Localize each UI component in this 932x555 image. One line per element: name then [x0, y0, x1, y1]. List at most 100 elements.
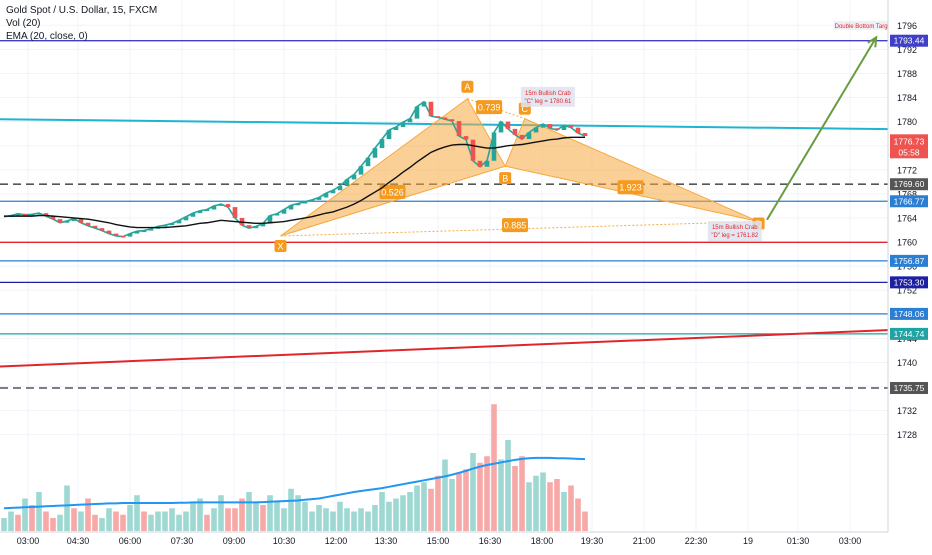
- point-label-text-x: X: [277, 242, 283, 252]
- candle-body: [435, 116, 441, 118]
- volume-indicator-label[interactable]: Vol (20): [6, 18, 41, 29]
- volume-bar: [162, 511, 168, 531]
- volume-bar: [302, 501, 308, 531]
- candle-body: [547, 124, 553, 129]
- volume-bar: [190, 501, 196, 531]
- level-price-tag-text: 1748.06: [894, 309, 925, 319]
- target-arrow-line: [766, 36, 878, 221]
- candle-body: [519, 134, 525, 140]
- volume-bar: [218, 495, 224, 531]
- candle-body: [505, 121, 511, 129]
- level-price-tag: [890, 195, 928, 208]
- price-tick-label: 1764: [897, 213, 917, 223]
- candle-body: [57, 219, 63, 223]
- pattern-xb-line: [280, 165, 506, 237]
- candle-body: [288, 205, 294, 210]
- volume-bar: [554, 479, 560, 531]
- chart-legend[interactable]: Gold Spot / U.S. Dollar, 15, FXCM Vol (2…: [6, 4, 157, 43]
- price-axis-bg: [888, 0, 932, 550]
- candle-body: [43, 213, 49, 217]
- volume-bar: [204, 514, 210, 531]
- pattern-note-box: [520, 86, 575, 107]
- volume-bar: [316, 505, 322, 531]
- volume-bar: [71, 508, 77, 531]
- volume-bar: [435, 475, 441, 531]
- volume-bar: [148, 514, 154, 531]
- candle-body: [274, 213, 280, 216]
- price-tick-label: 1768: [897, 189, 917, 199]
- time-tick-label: 04:30: [67, 536, 90, 546]
- time-tick-label: 09:00: [223, 536, 246, 546]
- red-trendline: [0, 327, 922, 368]
- volume-bar: [421, 482, 427, 531]
- candle-body: [141, 230, 147, 233]
- level-price-tag-text: 1744.74: [894, 329, 925, 339]
- price-tick-label: 1792: [897, 45, 917, 55]
- pattern-note-text: "C" leg = 1780.61: [525, 99, 572, 105]
- volume-bar: [400, 495, 406, 531]
- candle-body: [134, 231, 140, 234]
- ema-indicator-label[interactable]: EMA (20, close, 0): [6, 31, 88, 42]
- volume-bar: [442, 459, 448, 531]
- candle-body: [358, 166, 364, 175]
- time-tick-label: 03:00: [17, 536, 40, 546]
- candle-body: [484, 160, 490, 167]
- candle-body: [540, 124, 546, 128]
- volume-bar: [547, 482, 553, 531]
- last-price-tag: [890, 134, 928, 159]
- point-label-a: [461, 80, 474, 93]
- grid: [0, 0, 888, 532]
- price-tick-label: 1796: [897, 21, 917, 31]
- candle-body: [330, 190, 336, 194]
- target-arrow[interactable]: Double Bottom Target: [766, 20, 894, 221]
- volume-bar: [477, 462, 483, 531]
- symbol-title[interactable]: Gold Spot / U.S. Dollar, 15, FXCM: [6, 5, 158, 16]
- time-tick-label: 03:00: [839, 536, 862, 546]
- candle-body: [113, 233, 119, 236]
- candle-body: [295, 203, 301, 206]
- volume-bar: [540, 472, 546, 531]
- volume-bar: [22, 498, 28, 531]
- volume-bar: [78, 511, 84, 531]
- candle-body: [309, 199, 315, 202]
- candle-body: [232, 207, 238, 218]
- volume-bar: [127, 505, 133, 531]
- pattern-xab-triangle: [280, 98, 506, 237]
- point-label-text-c: C: [522, 104, 529, 114]
- ratio-label: [476, 100, 503, 115]
- candle-body: [498, 121, 504, 133]
- volume-bar: [120, 514, 126, 531]
- volume-bar: [8, 511, 14, 531]
- point-label-text-b: B: [502, 174, 508, 184]
- volume-bar: [323, 508, 329, 531]
- ratio-label-text: 0.526: [381, 188, 404, 198]
- volume-bar: [92, 514, 98, 531]
- candle-body: [351, 174, 357, 180]
- volume-bar: [239, 498, 245, 531]
- candle-body: [491, 132, 497, 161]
- candle-body: [176, 220, 182, 224]
- candle-body: [36, 213, 42, 215]
- pattern-note-box: [707, 221, 762, 242]
- candle-body: [393, 127, 399, 131]
- level-price-tag: [890, 276, 928, 289]
- candle-body: [64, 220, 70, 223]
- last-price-countdown: 05:58: [898, 147, 920, 157]
- pattern-note-text: "D" leg = 1761.82: [711, 233, 758, 239]
- volume-bar: [1, 518, 7, 531]
- volume-bar: [113, 511, 119, 531]
- level-price-tag: [890, 254, 928, 267]
- volume-bar: [491, 404, 497, 531]
- candle-body: [99, 228, 105, 231]
- price-tick-label: 1780: [897, 117, 917, 127]
- candle-body: [197, 210, 203, 214]
- price-tick-label: 1732: [897, 406, 917, 416]
- level-price-tag: [890, 34, 928, 47]
- candle-body: [211, 205, 217, 210]
- volume-bar: [155, 511, 161, 531]
- candle-body: [365, 157, 371, 167]
